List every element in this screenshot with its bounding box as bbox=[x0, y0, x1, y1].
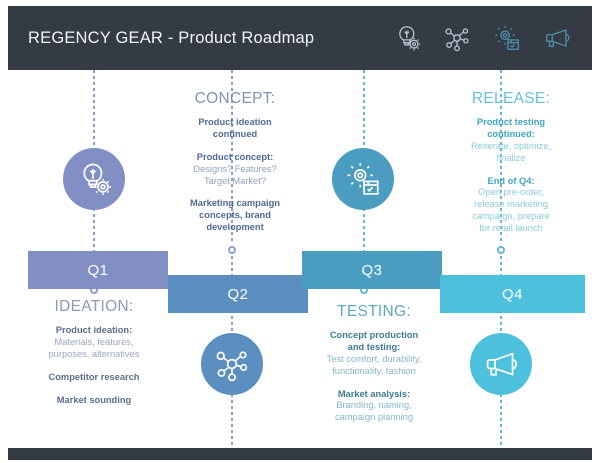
quarter-bar-label-q4: Q4 bbox=[501, 285, 523, 303]
text-block-testing: TESTING: Concept production and testing:… bbox=[295, 303, 453, 424]
item-lead: Concept production and testing: bbox=[329, 330, 419, 352]
badge-q3[interactable] bbox=[332, 148, 394, 210]
item-lead: Product ideation continued bbox=[198, 117, 272, 139]
item-body: Designs? Features? Target Market? bbox=[193, 163, 277, 186]
item-body: Test comfort, durability, functionality,… bbox=[326, 353, 422, 376]
roadmap-item: Market sounding bbox=[18, 395, 170, 407]
connector-endpoint-q4-top bbox=[497, 246, 505, 254]
network-nodes-icon bbox=[442, 23, 472, 53]
item-lead: Competitor research bbox=[48, 371, 140, 382]
quarter-bar-label-q3: Q3 bbox=[361, 261, 383, 279]
item-lead: Product ideation: bbox=[55, 325, 133, 335]
lightbulb-gear-icon bbox=[74, 159, 114, 199]
header-bar: REGENCY GEAR - Product Roadmap bbox=[8, 6, 592, 70]
page-title: REGENCY GEAR - Product Roadmap bbox=[28, 28, 315, 47]
quarter-bar-label-q2: Q2 bbox=[227, 285, 249, 303]
megaphone-icon bbox=[542, 23, 572, 53]
connector-line-q2-top bbox=[231, 70, 233, 244]
item-body: Open pre-order, release marketing campai… bbox=[472, 187, 550, 234]
section-heading-release: RELEASE: bbox=[471, 90, 551, 107]
item-lead: Product testing continued: bbox=[476, 117, 546, 139]
roadmap-item: Product concept: Designs? Features? Targ… bbox=[158, 152, 312, 188]
item-lead: End of Q4: bbox=[487, 175, 535, 186]
connector-endpoint-q2-top bbox=[228, 246, 236, 254]
text-block-ideation: IDEATION: Product ideation: Materials, f… bbox=[18, 298, 170, 406]
badge-q4[interactable] bbox=[470, 333, 532, 395]
roadmap-item: Competitor research bbox=[18, 372, 170, 384]
gear-checklist-icon bbox=[343, 159, 383, 199]
item-body: Reiterate, optimize, finalize bbox=[470, 140, 552, 163]
roadmap-item: Product ideation: Materials, features, p… bbox=[18, 325, 170, 361]
roadmap-item: Marketing campaign concepts, brand devel… bbox=[158, 198, 312, 234]
section-heading-ideation: IDEATION: bbox=[54, 298, 134, 315]
gear-checklist-icon bbox=[492, 23, 522, 53]
item-lead: Product concept: bbox=[196, 151, 274, 162]
item-lead: Market sounding bbox=[56, 394, 132, 405]
item-lead: Marketing campaign concepts, brand devel… bbox=[190, 198, 280, 233]
quarter-bar-q1[interactable]: Q1 bbox=[28, 251, 168, 289]
quarter-bar-q2[interactable]: Q2 bbox=[168, 275, 308, 313]
badge-q1[interactable] bbox=[63, 148, 125, 210]
item-lead: Market analysis: bbox=[337, 388, 411, 399]
connector-line-q4-top bbox=[500, 70, 502, 244]
quarter-bar-label-q1: Q1 bbox=[87, 261, 109, 279]
roadmap-item: End of Q4: Open pre-order, release marke… bbox=[432, 176, 590, 235]
roadmap-item: Product ideation continued bbox=[158, 117, 312, 141]
item-body: Branding, naming, campaign planning bbox=[334, 400, 414, 423]
megaphone-icon bbox=[481, 344, 521, 384]
roadmap-item: Market analysis: Branding, naming, campa… bbox=[295, 389, 453, 425]
lightbulb-gear-icon bbox=[392, 23, 422, 53]
quarter-bar-q4[interactable]: Q4 bbox=[440, 275, 585, 313]
text-block-release: RELEASE: Product testing continued: Reit… bbox=[432, 90, 590, 235]
section-heading-concept: CONCEPT: bbox=[194, 90, 276, 107]
quarter-bar-q3[interactable]: Q3 bbox=[302, 251, 442, 289]
network-nodes-icon bbox=[212, 344, 252, 384]
header-icon-group bbox=[392, 23, 572, 53]
text-block-concept: CONCEPT: Product ideation continued Prod… bbox=[158, 90, 312, 234]
footer-bar bbox=[8, 448, 592, 460]
badge-q2[interactable] bbox=[201, 333, 263, 395]
roadmap-item: Concept production and testing: Test com… bbox=[295, 330, 453, 378]
roadmap-item: Product testing continued: Reiterate, op… bbox=[432, 117, 590, 165]
item-body: Materials, features, purposes, alternati… bbox=[48, 336, 140, 359]
section-heading-testing: TESTING: bbox=[337, 303, 411, 320]
